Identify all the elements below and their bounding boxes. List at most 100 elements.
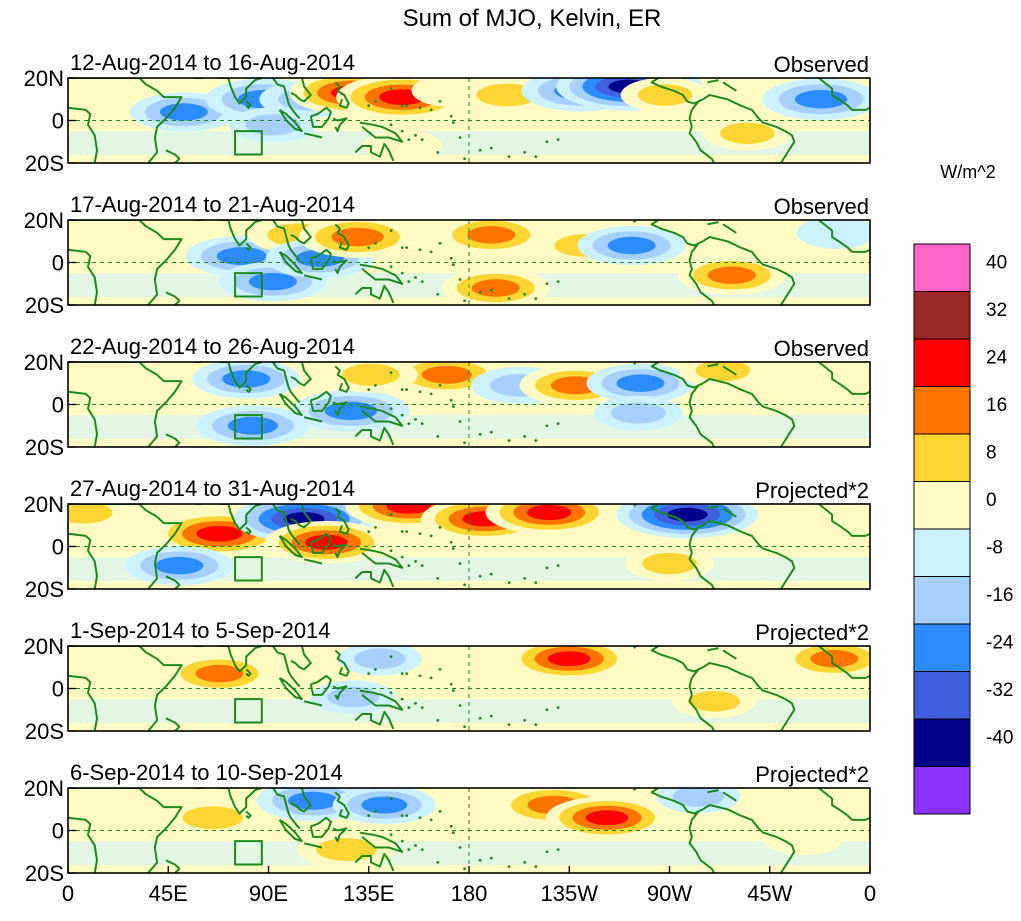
y-tick-label: 20N	[24, 66, 64, 91]
island-mark	[418, 390, 422, 394]
island-mark	[463, 725, 466, 729]
colorbar-swatch	[913, 528, 971, 577]
island-mark	[405, 814, 409, 818]
colorbar-label: -32	[986, 680, 1013, 701]
coastline	[309, 248, 332, 270]
coastline	[702, 804, 796, 873]
island-mark	[452, 831, 455, 835]
island-mark	[400, 129, 404, 133]
coastline	[303, 700, 323, 707]
contour-fill	[159, 103, 208, 121]
island-mark	[438, 809, 442, 813]
y-tick-label: 20S	[25, 861, 64, 886]
coastline	[818, 362, 870, 395]
contour-fill	[227, 416, 278, 435]
island-mark	[545, 566, 549, 570]
contour-fill	[616, 374, 665, 392]
contour-fill	[287, 791, 339, 810]
coastline	[818, 646, 870, 679]
colorbar-label: 8	[986, 443, 997, 464]
contour-fill	[607, 236, 656, 255]
contour-fill	[95, 665, 175, 699]
island-mark	[556, 848, 560, 852]
island-mark	[436, 860, 440, 864]
coastline	[688, 242, 715, 305]
island-mark	[374, 667, 377, 671]
panel-period: 1-Sep-2014 to 5-Sep-2014	[70, 618, 331, 643]
anomaly-feature	[68, 504, 131, 531]
colorbar: W/m^2 40 32 24 16 8 0 -8 -16 -24 -32 -40	[913, 162, 1014, 815]
colorbar-swatch	[913, 671, 971, 720]
island-mark	[418, 106, 422, 110]
island-mark	[407, 280, 411, 284]
coastlines	[68, 220, 870, 305]
coastline	[332, 117, 348, 133]
colorbar-swatch	[913, 433, 971, 482]
island-mark	[400, 672, 404, 676]
coastline	[309, 816, 332, 838]
island-mark	[429, 392, 433, 396]
island-mark	[420, 564, 424, 568]
y-tick-label: 20S	[25, 719, 64, 744]
index-box	[234, 840, 263, 866]
x-tick-label: 90E	[249, 881, 288, 906]
coastline	[165, 149, 181, 163]
island-mark	[389, 407, 393, 411]
coastline	[68, 816, 98, 873]
contour-fill	[695, 362, 751, 382]
contour-fill	[196, 525, 243, 542]
island-mark	[449, 682, 453, 686]
coastline	[359, 547, 404, 569]
coastline	[303, 558, 323, 565]
island-mark	[545, 424, 549, 428]
coastline	[68, 248, 98, 305]
anomaly-feature	[437, 220, 546, 255]
island-mark	[420, 848, 424, 852]
y-tick-label: 0	[52, 393, 64, 418]
island-mark	[418, 248, 422, 252]
island-mark	[389, 371, 393, 375]
coastline	[272, 504, 301, 546]
contour-fill	[386, 504, 431, 514]
contour-fill	[421, 365, 472, 384]
coastline	[722, 223, 737, 234]
coastline	[707, 221, 719, 226]
coastline	[334, 507, 350, 535]
island-mark	[507, 439, 511, 443]
coastline	[272, 646, 301, 688]
island-mark	[452, 547, 455, 551]
island-mark	[523, 434, 527, 438]
coastlines	[68, 362, 870, 447]
coastline	[290, 504, 312, 529]
x-tick-label: 90W	[647, 881, 692, 906]
index-box	[234, 698, 263, 724]
anomaly-feature	[672, 684, 757, 719]
x-tick-label: 45E	[149, 881, 188, 906]
island-mark	[556, 422, 560, 426]
coastline	[707, 363, 719, 368]
island-mark	[452, 689, 455, 693]
island-mark	[449, 540, 453, 544]
island-mark	[436, 292, 440, 296]
island-mark	[367, 246, 371, 250]
island-mark	[489, 714, 493, 718]
contour-fill	[547, 651, 591, 667]
coastline	[702, 662, 796, 731]
coastline	[165, 717, 181, 731]
island-mark	[523, 150, 527, 154]
contour-fill	[585, 810, 629, 826]
island-mark	[389, 123, 393, 127]
island-mark	[489, 146, 493, 150]
contour-fill	[362, 129, 442, 163]
island-mark	[556, 280, 560, 284]
contour-fill	[248, 272, 297, 291]
panel-5: 20N 0 20S 1-Sep-2014 to 5-Sep-2014 Projected…	[24, 618, 871, 744]
anomaly-feature	[620, 78, 710, 113]
contour-fill	[331, 227, 384, 247]
contour-fill	[796, 504, 870, 538]
island-mark	[405, 530, 409, 534]
panel-period: 27-Aug-2014 to 31-Aug-2014	[70, 476, 355, 501]
y-tick-label: 0	[52, 677, 64, 702]
island-mark	[374, 99, 377, 103]
island-mark	[556, 138, 560, 142]
